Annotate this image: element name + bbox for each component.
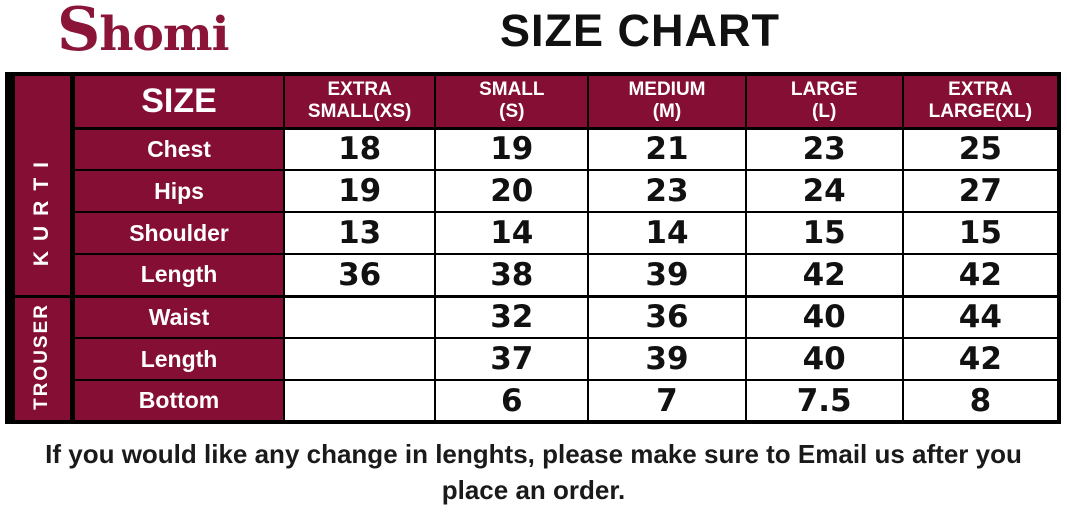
column-header-line: LARGE [790, 79, 858, 101]
row-label: Chest [71, 127, 286, 171]
data-cell: 18 [283, 127, 437, 171]
note-line-2: place an order. [441, 475, 626, 505]
data-cell: 15 [901, 211, 1061, 255]
data-cell: 23 [744, 127, 904, 171]
data-cell: 7.5 [744, 379, 904, 423]
data-cell: 39 [587, 337, 747, 381]
brand-logo: Shomi [57, 0, 229, 65]
table-row-kurti-length: Length 36 38 39 42 42 [10, 253, 1061, 297]
data-cell: 20 [434, 169, 590, 213]
column-header-line: MEDIUM [628, 79, 706, 101]
group-label-trouser: TROUSER [31, 302, 53, 410]
data-cell: 13 [283, 211, 437, 255]
data-cell: 19 [434, 127, 590, 171]
data-cell: 39 [587, 253, 747, 297]
data-cell-empty [283, 379, 437, 423]
note-line-1: If you would like any change in lenghts,… [45, 439, 1022, 469]
data-cell: 21 [587, 127, 747, 171]
table-row-trouser-length: Length 37 39 40 42 [10, 337, 1061, 381]
data-cell: 36 [587, 294, 747, 339]
data-cell: 40 [744, 337, 904, 381]
data-cell: 42 [901, 337, 1061, 381]
column-header-s: SMALL (S) [434, 73, 590, 130]
column-header-line: (S) [499, 101, 525, 123]
data-cell-empty [283, 337, 437, 381]
column-header-line: EXTRA [948, 79, 1013, 101]
data-cell: 42 [744, 253, 904, 297]
data-cell: 42 [901, 253, 1061, 297]
data-cell: 7 [587, 379, 747, 423]
data-cell: 36 [283, 253, 437, 297]
table-row-chest: Chest 18 19 21 23 25 [10, 127, 1061, 171]
row-label: Length [71, 253, 286, 297]
data-cell: 37 [434, 337, 590, 381]
column-header-line: SMALL(XS) [307, 101, 412, 123]
data-cell: 19 [283, 169, 437, 213]
data-cell: 6 [434, 379, 590, 423]
size-chart-table: KURTI SIZE EXTRA SMALL(XS) SMALL (S) MED… [5, 72, 1061, 424]
column-header-line: LARGE(XL) [928, 101, 1033, 123]
data-cell: 14 [587, 211, 747, 255]
column-header-xs: EXTRA SMALL(XS) [283, 73, 437, 130]
data-cell: 24 [744, 169, 904, 213]
row-label: Length [71, 337, 286, 381]
data-cell: 27 [901, 169, 1061, 213]
data-cell: 32 [434, 294, 590, 339]
column-header-l: LARGE (L) [744, 73, 904, 130]
column-header-line: (L) [812, 101, 837, 123]
data-cell: 14 [434, 211, 590, 255]
data-cell: 23 [587, 169, 747, 213]
column-header-line: EXTRA [327, 79, 392, 101]
row-label: Waist [71, 294, 286, 339]
column-header-line: SMALL [479, 79, 545, 101]
row-label: Bottom [71, 379, 286, 423]
data-cell: 25 [901, 127, 1061, 171]
group-label-kurti: KURTI [30, 151, 54, 266]
group-cell-trouser: TROUSER [8, 294, 75, 423]
table-row-waist: TROUSER Waist 32 36 40 44 [8, 294, 1061, 423]
data-cell-empty [283, 294, 437, 339]
table-row-shoulder: Shoulder 13 14 14 15 15 [10, 211, 1061, 255]
column-header-m: MEDIUM (M) [587, 73, 747, 130]
table-row-bottom: Bottom 6 7 7.5 8 [10, 379, 1061, 423]
data-cell: 40 [744, 294, 904, 339]
page-title: SIZE CHART [500, 5, 780, 56]
group-cell-kurti: KURTI [8, 73, 75, 298]
row-label: Shoulder [71, 211, 286, 255]
size-header-cell: SIZE [71, 73, 286, 130]
table-header-row: KURTI SIZE EXTRA SMALL(XS) SMALL (S) MED… [8, 73, 1061, 298]
data-cell: 44 [901, 294, 1061, 339]
data-cell: 38 [434, 253, 590, 297]
row-label: Hips [71, 169, 286, 213]
data-cell: 8 [901, 379, 1061, 423]
table-row-hips: Hips 19 20 23 24 27 [10, 169, 1061, 213]
column-header-line: (M) [652, 101, 682, 123]
note-text: If you would like any change in lenghts,… [0, 436, 1067, 508]
data-cell: 15 [744, 211, 904, 255]
column-header-xl: EXTRA LARGE(XL) [901, 73, 1061, 130]
